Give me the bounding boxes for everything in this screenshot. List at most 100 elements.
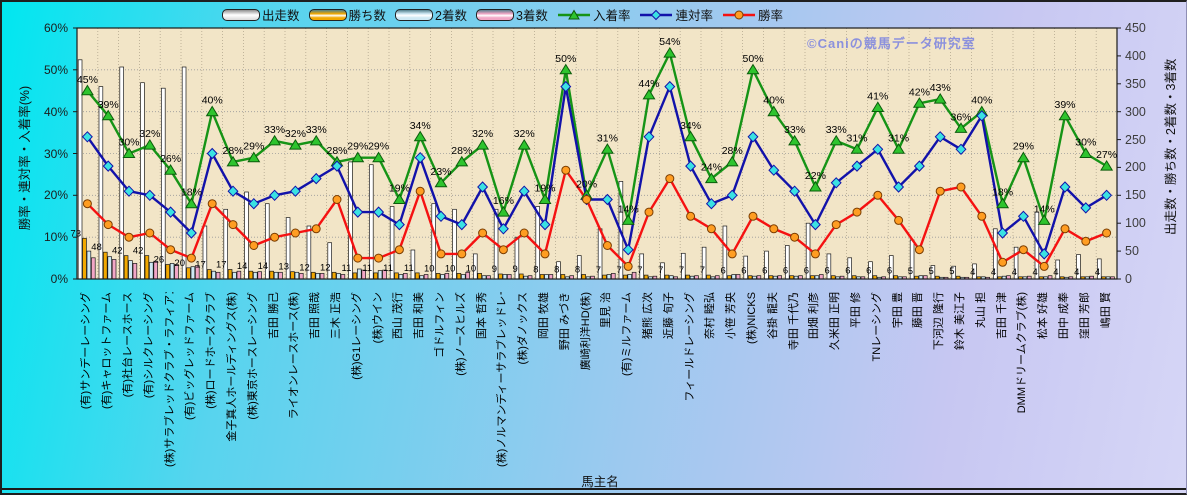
svg-text:6: 6: [783, 266, 788, 277]
x-axis-label: 下河辺 隆行: [933, 292, 946, 351]
svg-text:13: 13: [278, 262, 289, 273]
svg-text:7: 7: [637, 265, 642, 276]
legend: 出走数 勝ち数 2着数 3着数 入着率 連対率 勝率: [222, 5, 783, 24]
legend-item-勝ち数: 勝ち数: [308, 5, 386, 24]
svg-text:10: 10: [424, 263, 435, 274]
x-axis-label: フィールドレーシング: [683, 292, 696, 402]
x-axis-label: 吉田 千津: [995, 292, 1008, 340]
svg-text:32%: 32%: [472, 128, 493, 140]
x-axis-label: (有)キャロットファーム: [101, 292, 114, 409]
svg-text:9: 9: [492, 264, 497, 275]
svg-text:42: 42: [133, 246, 144, 257]
x-axis-label: (有)サンデーレーシング: [80, 292, 93, 410]
svg-text:44%: 44%: [638, 78, 659, 90]
y-tick-right: 100: [1125, 216, 1146, 231]
x-axis-label: 吉田 照哉: [309, 292, 322, 340]
x-axis-label: 三木 正浩: [330, 292, 342, 340]
y-tick-right: 450: [1125, 21, 1146, 35]
x-axis-label: 田畑 利彦: [808, 292, 821, 340]
y-tick-left: 40%: [43, 104, 68, 119]
svg-text:32%: 32%: [514, 128, 535, 140]
legend-item-連対率: 連対率: [639, 5, 713, 24]
x-axis-label: (有)ビッグレッドファーム: [184, 292, 197, 420]
svg-text:6: 6: [845, 266, 850, 277]
svg-text:6: 6: [866, 266, 871, 277]
svg-text:33%: 33%: [264, 124, 285, 136]
svg-text:28%: 28%: [451, 145, 472, 157]
y-axis-title-right: 出走数・勝ち数・2着数・3着数: [1164, 58, 1178, 235]
x-axis-label: 久米田 正明: [829, 292, 842, 351]
svg-text:27%: 27%: [1096, 149, 1117, 161]
markers-勝率: [82, 165, 1112, 271]
svg-text:26%: 26%: [160, 153, 181, 165]
svg-text:4: 4: [991, 267, 996, 278]
svg-text:6: 6: [762, 266, 767, 277]
x-axis-label: 金子真人ホールディングス(株): [226, 292, 238, 442]
svg-text:4: 4: [1095, 267, 1100, 278]
svg-text:16%: 16%: [493, 195, 514, 207]
svg-text:40%: 40%: [763, 95, 784, 107]
svg-text:23%: 23%: [430, 166, 451, 178]
svg-text:14: 14: [237, 261, 248, 272]
svg-text:34%: 34%: [410, 120, 431, 132]
svg-text:6: 6: [804, 266, 809, 277]
x-axis-label: (有)社台レースホース: [122, 292, 134, 398]
x-axis-label: (株)G1レーシング: [350, 292, 363, 380]
svg-text:43%: 43%: [930, 82, 951, 94]
x-axis-label: TNレーシング: [870, 292, 883, 362]
x-axis-label: 里見 治: [600, 292, 613, 329]
svg-text:26: 26: [154, 255, 165, 266]
svg-text:14%: 14%: [618, 203, 639, 215]
x-axis-label: DMMドリームクラブ(株): [1016, 292, 1029, 414]
x-axis-label: (株)サラブレッドクラブ・ラフィアン: [163, 292, 176, 467]
x-axis-label: (株)NICKS: [746, 292, 758, 344]
svg-text:29%: 29%: [368, 141, 389, 153]
x-axis-label: 小笹 芳央: [725, 292, 738, 340]
svg-text:20: 20: [174, 258, 185, 269]
svg-text:30%: 30%: [1075, 137, 1096, 149]
y-tick-right: 400: [1125, 48, 1146, 63]
svg-text:31%: 31%: [888, 132, 909, 144]
x-axis-label: 丸山 担: [974, 292, 987, 329]
svg-text:7: 7: [679, 265, 684, 276]
svg-text:6: 6: [741, 266, 746, 277]
y-tick-right: 350: [1125, 76, 1146, 91]
x-axis-label: (有)シルクレーシング: [142, 292, 155, 399]
svg-text:4: 4: [1074, 267, 1079, 278]
gridlines: [76, 28, 1118, 279]
svg-text:12: 12: [299, 262, 310, 273]
x-axis-label: (株)ダノックス: [517, 292, 530, 365]
svg-text:5: 5: [908, 266, 913, 277]
svg-text:14: 14: [258, 261, 269, 272]
svg-text:42%: 42%: [909, 86, 930, 98]
svg-text:31%: 31%: [846, 132, 867, 144]
x-axis-label: 奈村 睦弘: [704, 292, 717, 340]
x-axis-label: ライオンレースホース(株): [288, 292, 301, 420]
svg-text:29%: 29%: [347, 141, 368, 153]
x-axis-label: 廣崎利洋HD(株): [579, 292, 592, 371]
svg-text:50%: 50%: [742, 53, 763, 65]
svg-text:4: 4: [1053, 267, 1058, 278]
svg-text:10: 10: [466, 263, 477, 274]
y-tick-left: 10%: [43, 230, 68, 245]
x-axis-label: 野田 みづき: [558, 292, 571, 351]
x-axis-label: 平田 修: [850, 292, 862, 329]
svg-text:4: 4: [970, 267, 975, 278]
svg-text:7: 7: [596, 265, 601, 276]
svg-text:17: 17: [216, 260, 227, 271]
legend-line-marker-icon: [557, 9, 590, 19]
svg-text:6: 6: [825, 266, 830, 277]
svg-text:28%: 28%: [326, 145, 347, 157]
svg-text:54%: 54%: [659, 36, 680, 48]
y-tick-left: 60%: [43, 21, 68, 35]
y-tick-left: 20%: [43, 188, 68, 203]
y-tick-right: 50: [1125, 244, 1139, 259]
x-axis-label: 窪田 芳郎: [1078, 292, 1091, 340]
svg-text:11: 11: [362, 263, 372, 274]
legend-item-3着数: 3着数: [475, 5, 548, 24]
x-axis-label: 松本 好雄: [1037, 292, 1050, 340]
x-axis-label: (有)ミルファーム: [621, 292, 634, 376]
svg-text:7: 7: [617, 265, 622, 276]
